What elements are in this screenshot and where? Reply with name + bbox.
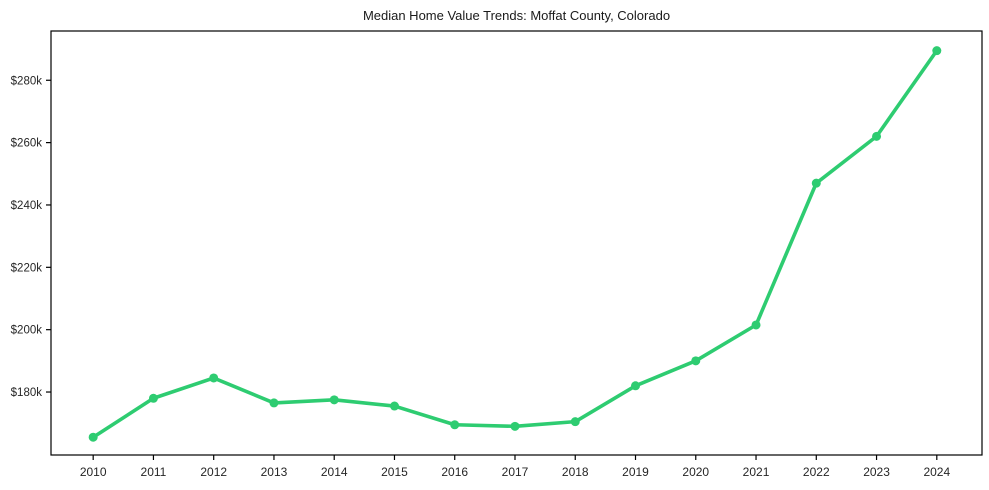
x-tick-label: 2013 [261, 465, 288, 479]
x-tick-label: 2012 [200, 465, 227, 479]
data-point-2022 [811, 178, 821, 188]
x-tick-label: 2017 [502, 465, 529, 479]
data-point-2019 [631, 381, 641, 391]
y-tick-label: $240k [11, 200, 43, 212]
x-tick-label: 2015 [381, 465, 408, 479]
data-point-2010 [88, 432, 98, 442]
x-tick-label: 2022 [803, 465, 830, 479]
data-point-2012 [209, 373, 219, 383]
x-tick-label: 2024 [923, 465, 950, 479]
data-point-2013 [269, 398, 279, 408]
data-point-2017 [510, 421, 520, 431]
data-point-2018 [570, 417, 580, 427]
x-tick-label: 2010 [80, 465, 107, 479]
y-tick-label: $280k [11, 75, 43, 87]
y-tick-label: $180k [11, 387, 43, 399]
x-tick-label: 2020 [682, 465, 709, 479]
data-point-2021 [751, 320, 761, 330]
x-tick-label: 2011 [141, 465, 167, 479]
data-point-2016 [450, 420, 460, 430]
data-point-2020 [691, 356, 701, 366]
x-tick-label: 2016 [441, 465, 468, 479]
data-point-2024 [932, 46, 942, 56]
plot-border [50, 30, 983, 456]
chart-title: Median Home Value Trends: Moffat County,… [362, 8, 671, 23]
data-point-2015 [389, 401, 399, 411]
data-point-2011 [148, 393, 158, 403]
y-tick-label: $220k [11, 262, 43, 274]
data-point-2014 [329, 395, 339, 405]
x-tick-label: 2018 [562, 465, 589, 479]
x-tick-label: 2021 [743, 465, 770, 479]
x-tick-label: 2019 [622, 465, 649, 479]
data-point-2023 [872, 131, 882, 141]
x-tick-label: 2023 [863, 465, 890, 479]
y-tick-label: $200k [11, 325, 43, 337]
y-tick-label: $260k [11, 138, 43, 150]
x-tick-label: 2014 [321, 465, 348, 479]
